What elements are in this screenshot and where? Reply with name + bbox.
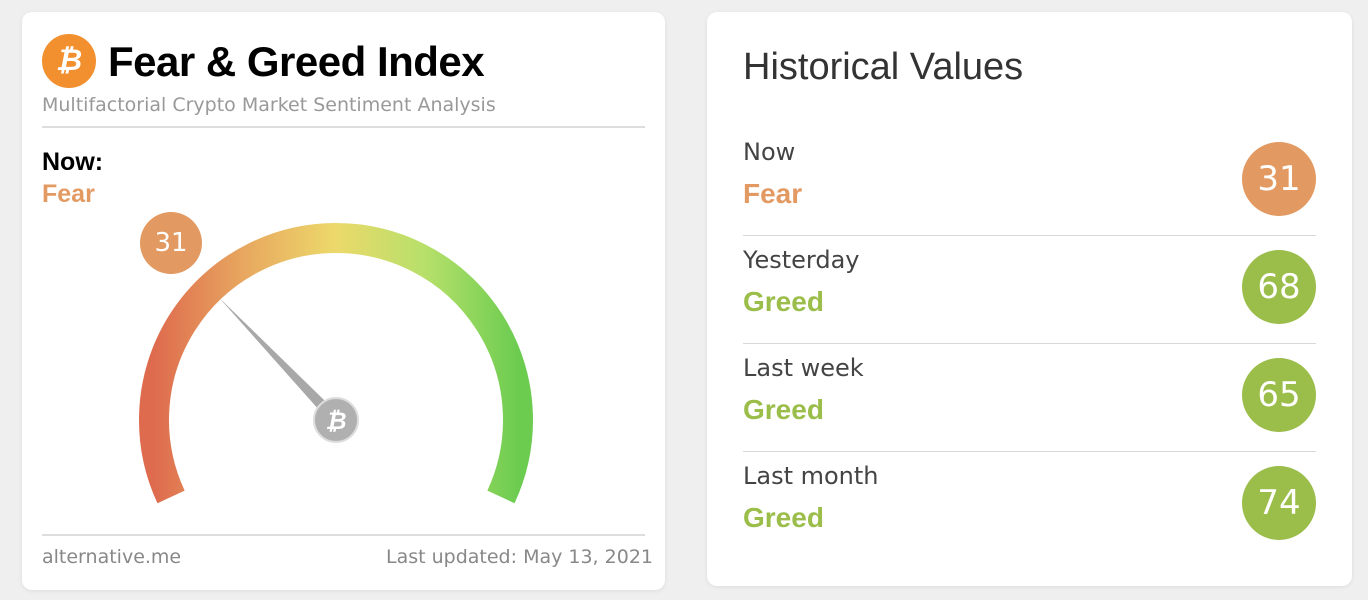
history-label: Now <box>743 138 796 166</box>
now-label: Now: <box>42 148 104 176</box>
divider <box>743 235 1316 236</box>
history-value-badge: 74 <box>1242 466 1316 540</box>
bitcoin-icon: ₿ <box>42 34 96 88</box>
history-row: Last week Greed 65 <box>743 346 1316 452</box>
history-label: Last month <box>743 462 879 490</box>
history-value-badge: 65 <box>1242 358 1316 432</box>
history-row: Yesterday Greed 68 <box>743 238 1316 344</box>
divider <box>42 126 645 128</box>
history-classification: Greed <box>743 286 824 317</box>
last-updated: Last updated: May 13, 2021 <box>386 546 653 568</box>
history-value-badge: 31 <box>1242 142 1316 216</box>
value-badge: 31 <box>140 212 202 274</box>
history-label: Yesterday <box>743 246 860 274</box>
widget-title: Fear & Greed Index <box>108 38 485 85</box>
gauge-needle <box>218 297 341 425</box>
gauge: ₿ <box>139 223 533 504</box>
fear-greed-card: ₿ Fear & Greed Index Multifactorial Cryp… <box>22 12 665 590</box>
divider <box>42 534 645 536</box>
source-link[interactable]: alternative.me <box>42 546 182 568</box>
divider <box>743 451 1316 452</box>
widget-subtitle: Multifactorial Crypto Market Sentiment A… <box>42 94 496 116</box>
divider <box>743 343 1316 344</box>
historical-values-card: Historical Values Now Fear 31 Yesterday … <box>707 12 1352 586</box>
history-classification: Greed <box>743 394 824 425</box>
hub-bitcoin-glyph: ₿ <box>325 407 346 435</box>
history-row: Now Fear 31 <box>743 130 1316 236</box>
gauge-hub-bitcoin-icon <box>313 397 359 443</box>
history-row: Last month Greed 74 <box>743 454 1316 560</box>
history-classification: Fear <box>743 178 803 209</box>
history-value-badge: 68 <box>1242 250 1316 324</box>
now-classification: Fear <box>42 180 95 208</box>
history-label: Last week <box>743 354 864 382</box>
history-classification: Greed <box>743 502 824 533</box>
historical-title: Historical Values <box>743 46 1024 88</box>
gauge-arc <box>139 223 533 504</box>
